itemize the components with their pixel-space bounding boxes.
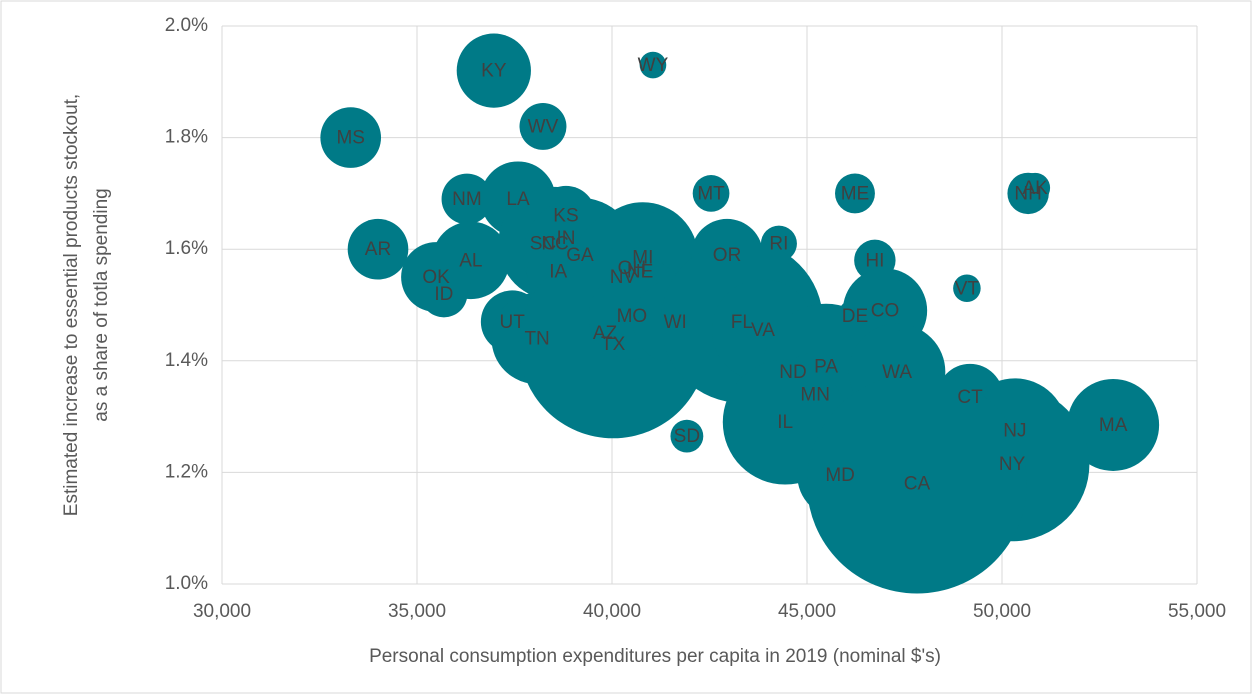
- bubble-label: HI: [865, 250, 884, 271]
- bubble-label: PA: [814, 356, 838, 377]
- bubbles: [320, 33, 1160, 594]
- bubble-label: NJ: [1003, 421, 1026, 442]
- bubble-label: NE: [627, 262, 653, 283]
- bubble-label: CO: [871, 301, 900, 322]
- bubble-label: IL: [777, 412, 793, 433]
- bubble-label: CT: [957, 387, 983, 408]
- bubble: [347, 218, 409, 280]
- bubble: [1020, 172, 1051, 203]
- bubble-label: AL: [459, 250, 482, 271]
- bubble-label: TN: [524, 328, 549, 349]
- bubble-label: WI: [664, 312, 687, 333]
- bubble-label: ND: [779, 362, 806, 383]
- bubble-label: MS: [336, 128, 365, 149]
- y-tick-label: 1.4%: [165, 350, 208, 371]
- bubble: [639, 51, 667, 79]
- bubble: [835, 173, 875, 214]
- bubble-label: KY: [481, 61, 507, 82]
- x-tick-label: 30,000: [193, 601, 251, 622]
- bubble-label: OK: [422, 267, 450, 288]
- bubble-label: FL: [731, 312, 753, 333]
- bubble-label: AK: [1022, 178, 1048, 199]
- x-tick-label: 40,000: [583, 601, 641, 622]
- bubble-label: MN: [800, 384, 830, 405]
- bubble-label: NM: [452, 189, 482, 210]
- bubble: [953, 274, 981, 303]
- bubble-label: MT: [697, 183, 725, 204]
- x-axis-title: Personal consumption expenditures per ca…: [369, 646, 941, 667]
- bubble-label: CA: [904, 474, 931, 495]
- bubble-label: ID: [434, 284, 453, 305]
- y-tick-label: 1.0%: [165, 573, 208, 594]
- bubble: [670, 419, 704, 453]
- bubble: [320, 107, 382, 168]
- bubble-label: MO: [617, 306, 648, 327]
- bubble-label: AR: [365, 239, 391, 260]
- bubble: [456, 33, 531, 108]
- bubble-label: GA: [566, 245, 594, 266]
- bubble: [441, 173, 493, 225]
- bubble: [519, 102, 567, 150]
- bubble-label: NC: [541, 234, 568, 255]
- bubble-label: WV: [528, 116, 559, 137]
- bubble-label: WA: [882, 362, 912, 383]
- bubble-label: WY: [638, 55, 669, 76]
- bubble-label: NY: [999, 454, 1026, 475]
- bubble-label: NV: [610, 267, 637, 288]
- bubble-label: KS: [553, 206, 578, 227]
- bubble-label: VA: [751, 320, 775, 341]
- y-axis-title: as a share of totla spending: [91, 188, 112, 421]
- x-tick-label: 35,000: [388, 601, 446, 622]
- bubble-label: IN: [556, 228, 575, 249]
- bubble-label: OR: [713, 245, 742, 266]
- bubble-label: NH: [1014, 183, 1041, 204]
- y-tick-label: 2.0%: [165, 15, 208, 36]
- bubble-label: OH: [618, 258, 647, 279]
- bubble-label: MA: [1099, 415, 1128, 436]
- bubble-label: MI: [632, 248, 653, 269]
- bubble-label: LA: [506, 189, 530, 210]
- bubble-label: UT: [499, 312, 525, 333]
- x-tick-label: 45,000: [778, 601, 836, 622]
- bubble-label: AZ: [593, 323, 618, 344]
- bubble: [806, 373, 1027, 594]
- y-axis-title: Estimated increase to essential products…: [61, 94, 82, 516]
- bubble: [420, 270, 468, 318]
- bubble-label: MD: [825, 465, 855, 486]
- bubble-label: RI: [769, 234, 788, 255]
- bubble-label: VT: [955, 278, 980, 299]
- bubble-label: ME: [841, 183, 870, 204]
- bubble-label: SC: [530, 234, 556, 255]
- bubble: [1067, 379, 1160, 471]
- bubble-label: DE: [842, 306, 868, 327]
- x-tick-label: 50,000: [973, 601, 1031, 622]
- y-tick-label: 1.2%: [165, 461, 208, 482]
- bubble: [692, 175, 730, 212]
- x-tick-label: 55,000: [1168, 601, 1226, 622]
- y-tick-label: 1.6%: [165, 238, 208, 259]
- y-tick-label: 1.8%: [165, 127, 208, 148]
- bubble-label: TX: [601, 334, 626, 355]
- bubble-label: IA: [549, 262, 567, 283]
- bubble-label: SD: [674, 426, 700, 447]
